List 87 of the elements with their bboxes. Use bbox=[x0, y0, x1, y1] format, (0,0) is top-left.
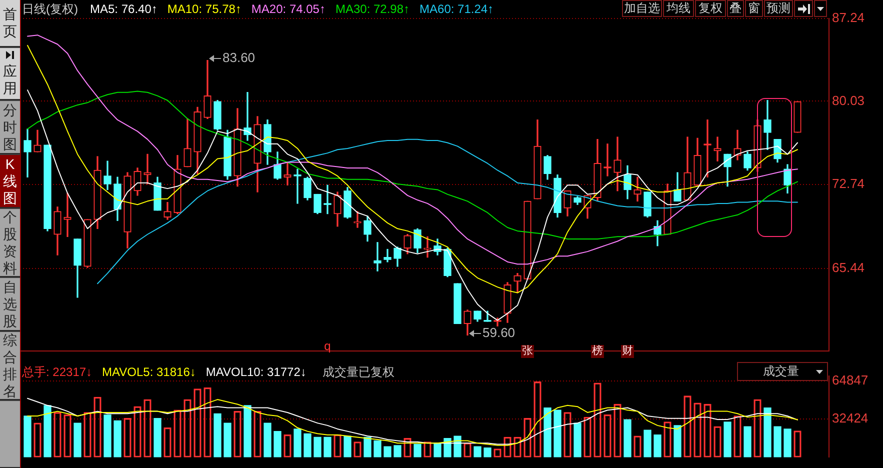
annotation: 83.60 bbox=[222, 50, 256, 66]
annotation: 财 bbox=[621, 345, 634, 358]
button: 复权 bbox=[695, 0, 726, 17]
annotation: 成交量 bbox=[763, 364, 799, 379]
bar bbox=[154, 418, 162, 458]
y-tick-label: 87.24 bbox=[832, 10, 865, 26]
annotation: q bbox=[323, 339, 332, 353]
candlestick bbox=[714, 136, 722, 162]
bar bbox=[744, 426, 752, 458]
tab: 分时图 bbox=[0, 101, 20, 154]
tab: 综合排名 bbox=[0, 332, 20, 400]
text: MA60: 71.24↑ bbox=[420, 1, 494, 17]
bar bbox=[44, 405, 52, 458]
bar bbox=[474, 446, 482, 458]
candlestick bbox=[384, 248, 392, 262]
annotation: 59.60 bbox=[482, 325, 516, 342]
bar bbox=[484, 447, 492, 458]
bar bbox=[434, 442, 442, 458]
bar bbox=[114, 420, 122, 458]
bar bbox=[214, 413, 222, 458]
y-tick-label: 32424 bbox=[832, 410, 868, 426]
bar bbox=[654, 434, 662, 458]
candlestick bbox=[294, 168, 302, 204]
annotation: 榜 bbox=[591, 345, 604, 358]
text: MA20: 74.05↑ bbox=[251, 1, 326, 17]
y-tick-label: 72.74 bbox=[832, 176, 865, 192]
candlestick bbox=[324, 184, 332, 214]
bar bbox=[224, 422, 232, 458]
text: MA30: 72.98↑ bbox=[335, 1, 410, 17]
bar bbox=[444, 438, 452, 458]
bar bbox=[764, 407, 772, 458]
bar bbox=[104, 414, 112, 458]
button: 叠 bbox=[726, 0, 744, 17]
bar bbox=[724, 422, 732, 458]
button: 均线 bbox=[663, 0, 694, 17]
bar bbox=[364, 436, 372, 458]
bar bbox=[674, 425, 682, 458]
bar bbox=[394, 445, 402, 458]
bar bbox=[294, 428, 302, 458]
bar bbox=[274, 430, 282, 458]
candlestick bbox=[374, 242, 382, 272]
y-tick-label: 65.44 bbox=[832, 260, 865, 275]
tab: 自选股 bbox=[0, 278, 20, 331]
candlestick bbox=[604, 144, 612, 176]
tab: 首页 bbox=[0, 0, 20, 47]
text: MA5: 76.40↑ bbox=[90, 1, 158, 17]
candlestick bbox=[64, 192, 72, 237]
annotation: 张 bbox=[521, 345, 534, 358]
button: 加自选 bbox=[622, 0, 662, 17]
bar bbox=[24, 416, 32, 458]
text: MA10: 75.78↑ bbox=[167, 1, 242, 17]
bar bbox=[774, 426, 782, 458]
bar bbox=[624, 419, 632, 458]
bar bbox=[314, 436, 322, 458]
tab: K线图 bbox=[0, 155, 20, 208]
y-tick-label: 64847 bbox=[832, 372, 868, 388]
candlestick bbox=[144, 154, 152, 184]
candlestick bbox=[634, 176, 642, 202]
series-label: 总手: 22317↓ bbox=[22, 364, 92, 380]
tab: 个股资料 bbox=[0, 209, 20, 277]
candlestick bbox=[704, 120, 712, 178]
bar bbox=[324, 436, 332, 458]
bar bbox=[244, 405, 252, 458]
bar bbox=[374, 440, 382, 458]
tab: 应用 bbox=[0, 48, 20, 100]
bar bbox=[344, 436, 352, 458]
annotation: 成交量已复权 bbox=[322, 364, 394, 380]
chart-title: 日线(复权) bbox=[22, 1, 78, 17]
candlestick bbox=[24, 128, 32, 178]
bar bbox=[414, 444, 422, 458]
bar bbox=[574, 422, 582, 458]
bar bbox=[544, 407, 552, 458]
text: MAVOL10: 31772↓ bbox=[206, 364, 306, 380]
bar bbox=[644, 430, 652, 458]
button: 预测 bbox=[764, 0, 794, 17]
bar bbox=[304, 433, 312, 458]
candlestick bbox=[284, 162, 292, 186]
bar bbox=[384, 446, 392, 458]
bar bbox=[784, 428, 792, 458]
text: MAVOL5: 31816↓ bbox=[102, 364, 196, 380]
bar bbox=[264, 422, 272, 458]
y-tick-label: 80.03 bbox=[832, 92, 865, 108]
candlestick bbox=[734, 130, 742, 160]
bar bbox=[74, 422, 82, 458]
dropdown: 成交量 bbox=[737, 362, 828, 381]
bar bbox=[554, 410, 562, 458]
button: 窗 bbox=[745, 0, 763, 17]
